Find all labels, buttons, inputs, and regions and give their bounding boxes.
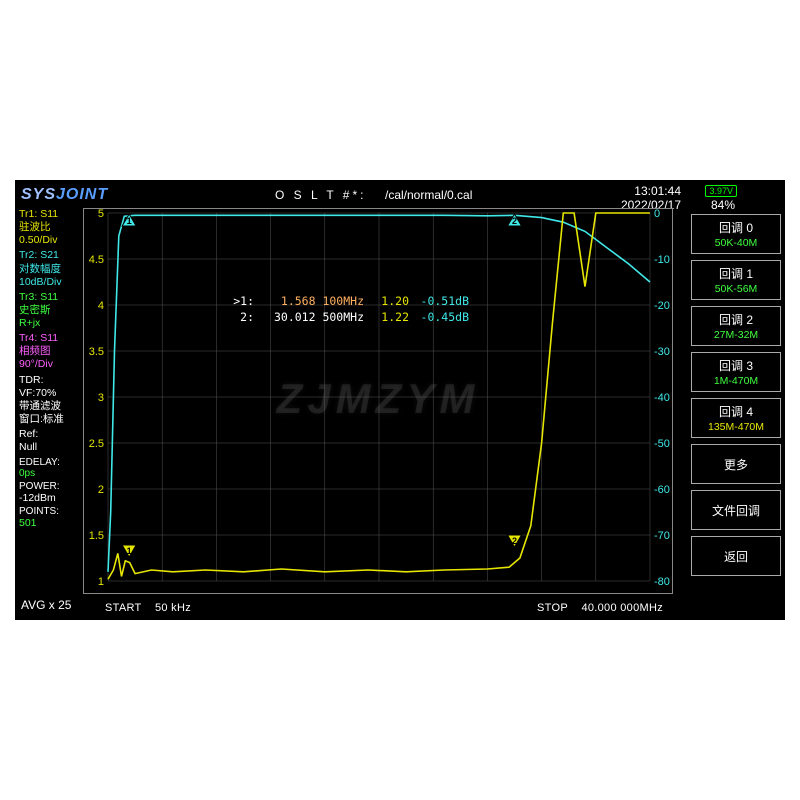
cal-path: /cal/normal/0.cal	[385, 188, 472, 202]
svg-text:0: 0	[654, 209, 660, 220]
battery-percent: 84%	[711, 198, 735, 212]
trace-settings-panel: Tr1: S11驻波比0.50/DivTr2: S21对数幅度10dB/DivT…	[19, 208, 83, 529]
svg-text:1: 1	[127, 216, 132, 226]
plot-svg: 1 1.5 2 2.5 3 3.5 4 4.5 5 0 -10 -20 -30 -40 -50 -60 -70 -…	[84, 209, 674, 595]
trace-block[interactable]: Tr1: S11驻波比0.50/Div	[19, 208, 83, 247]
svg-text:-50: -50	[654, 438, 670, 450]
logo-sys: SYS	[21, 186, 56, 203]
softkey-6[interactable]: 文件回调	[691, 490, 781, 530]
svg-text:-0.45dB: -0.45dB	[421, 310, 470, 324]
svg-text:1.22: 1.22	[381, 310, 409, 324]
softkey-4[interactable]: 回调 4135M-470M	[691, 398, 781, 438]
svg-text:2: 2	[98, 484, 104, 496]
svg-text:-10: -10	[654, 254, 670, 266]
points-value: 501	[19, 517, 83, 529]
svg-text:2:: 2:	[240, 310, 254, 324]
svg-text:1.568 100MHz: 1.568 100MHz	[281, 294, 364, 308]
softkey-0[interactable]: 回调 050K-40M	[691, 214, 781, 254]
softkey-3[interactable]: 回调 31M-470M	[691, 352, 781, 392]
svg-text:2: 2	[512, 216, 517, 226]
svg-text:-60: -60	[654, 484, 670, 496]
power-value: -12dBm	[19, 492, 83, 504]
svg-text:1.20: 1.20	[381, 294, 409, 308]
logo: SYSJOINT	[21, 186, 108, 204]
power-label: POWER:	[19, 481, 83, 492]
trace-block[interactable]: TDR:VF:70%带通滤波窗口:标准	[19, 374, 83, 427]
trace-block[interactable]: Tr4: S11相频图90°/Div	[19, 332, 83, 371]
stop-label: STOP	[537, 602, 568, 614]
edelay-value: 0ps	[19, 468, 83, 479]
svg-text:-20: -20	[654, 300, 670, 312]
svg-text:-40: -40	[654, 392, 670, 404]
edelay-label: EDELAY:	[19, 457, 83, 468]
svg-text:>1:: >1:	[233, 294, 254, 308]
softkey-menu: 回调 050K-40M 回调 150K-56M 回调 227M-32M 回调 31M-…	[691, 214, 781, 576]
svg-text:1: 1	[127, 546, 132, 556]
softkey-2[interactable]: 回调 227M-32M	[691, 306, 781, 346]
clock-time: 13:01:44	[634, 184, 681, 198]
sweep-stop: STOP 40.000 000MHz	[537, 602, 663, 614]
plot-area[interactable]: 1 1.5 2 2.5 3 3.5 4 4.5 5 0 -10 -20 -30 -40 -50 -60 -70 -…	[83, 208, 673, 594]
start-label: START	[105, 602, 142, 614]
svg-text:4: 4	[98, 300, 104, 312]
battery-voltage: 3.97V	[705, 185, 737, 197]
svg-text:30.012 500MHz: 30.012 500MHz	[274, 310, 364, 324]
svg-text:3.5: 3.5	[89, 346, 104, 358]
softkey-7[interactable]: 返回	[691, 536, 781, 576]
svg-text:2.5: 2.5	[89, 438, 104, 450]
points-label: POINTS:	[19, 506, 83, 517]
logo-joint: JOINT	[56, 186, 108, 203]
svg-text:-80: -80	[654, 576, 670, 588]
start-value: 50 kHz	[155, 602, 191, 614]
trace-block[interactable]: Ref:Null	[19, 428, 83, 454]
softkey-1[interactable]: 回调 150K-56M	[691, 260, 781, 300]
trace-block[interactable]: Tr2: S21对数幅度10dB/Div	[19, 249, 83, 288]
svg-text:-70: -70	[654, 530, 670, 542]
sweep-start: START 50 kHz	[105, 602, 191, 614]
svg-text:4.5: 4.5	[89, 254, 104, 266]
svg-text:2: 2	[512, 536, 517, 546]
stop-value: 40.000 000MHz	[581, 602, 663, 614]
vna-screen: SYSJOINT O S L T #*: /cal/normal/0.cal 1…	[15, 180, 785, 620]
svg-text:1: 1	[98, 576, 104, 588]
svg-text:1.5: 1.5	[89, 530, 104, 542]
averaging-indicator: AVG x 25	[21, 598, 71, 612]
svg-text:3: 3	[98, 392, 104, 404]
svg-text:5: 5	[98, 209, 104, 220]
trace-block[interactable]: Tr3: S11史密斯R+jx	[19, 291, 83, 330]
svg-text:-0.51dB: -0.51dB	[421, 294, 470, 308]
svg-text:-30: -30	[654, 346, 670, 358]
cal-indicators: O S L T #*:	[275, 188, 366, 202]
softkey-5[interactable]: 更多	[691, 444, 781, 484]
